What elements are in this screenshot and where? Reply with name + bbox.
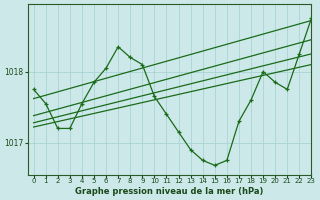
- X-axis label: Graphe pression niveau de la mer (hPa): Graphe pression niveau de la mer (hPa): [75, 187, 264, 196]
